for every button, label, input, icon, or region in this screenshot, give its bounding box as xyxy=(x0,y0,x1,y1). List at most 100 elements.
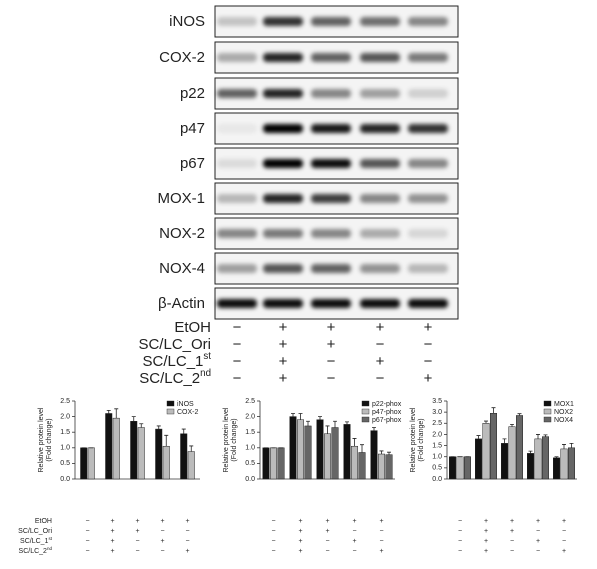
treatment-sign: + xyxy=(160,518,164,525)
treatment-sign: + xyxy=(279,370,288,387)
error-bar xyxy=(352,438,357,447)
legend-label: p67-phox xyxy=(372,417,402,424)
bar xyxy=(542,436,549,480)
y-tick-label: 2.5 xyxy=(432,420,442,427)
treatment-sign: + xyxy=(160,538,164,545)
error-bar xyxy=(491,407,496,414)
treatment-sign: − xyxy=(379,528,383,535)
blot-band xyxy=(408,229,448,238)
treatment-sign: − xyxy=(325,548,329,555)
y-axis-label: (Fold change) xyxy=(231,418,238,461)
treatment-sign: + xyxy=(484,538,488,545)
treatment-sign: + xyxy=(110,518,114,525)
y-tick-label: 2.5 xyxy=(60,398,70,405)
legend-swatch xyxy=(361,400,370,407)
treatment-sign: − xyxy=(185,528,189,535)
bar xyxy=(358,452,366,480)
error-bar xyxy=(502,438,507,444)
blot-band xyxy=(217,124,257,133)
y-tick-label: 1.0 xyxy=(60,445,70,452)
protein-label: MOX-1 xyxy=(157,190,205,207)
blot-band xyxy=(408,53,448,62)
treatment-sign: − xyxy=(458,538,462,545)
y-axis-label: Relative protein level xyxy=(223,407,230,472)
legend-label: MOX1 xyxy=(554,401,574,408)
treatment-sign: + xyxy=(376,319,385,336)
treatment-sign: − xyxy=(160,528,164,535)
legend-label: NOX4 xyxy=(554,417,573,424)
treatment-sign: − xyxy=(536,548,540,555)
blot-band xyxy=(311,264,351,273)
blot-band xyxy=(263,89,303,98)
treatment-sign: − xyxy=(271,538,275,545)
bar xyxy=(80,447,88,480)
bar xyxy=(560,448,568,480)
blot-band xyxy=(311,299,351,308)
bar xyxy=(385,454,393,480)
error-bar xyxy=(318,416,322,420)
treatment-sign: − xyxy=(325,538,329,545)
treatment-sign: + xyxy=(484,548,488,555)
bar xyxy=(343,424,351,480)
error-bar xyxy=(484,420,488,424)
treatment-sup: st xyxy=(203,351,211,362)
error-bar xyxy=(164,434,169,447)
blot-band xyxy=(311,229,351,238)
treatment-sup: nd xyxy=(200,368,211,379)
treatment-sup: nd xyxy=(47,546,53,551)
treatment-sign: − xyxy=(233,370,242,387)
treatment-sign: + xyxy=(298,538,302,545)
blot-band xyxy=(217,17,257,26)
treatment-sign: + xyxy=(352,518,356,525)
y-tick-label: 1.5 xyxy=(245,429,255,436)
blot-band xyxy=(360,264,400,273)
treatment-sign: − xyxy=(233,336,242,353)
blot-band xyxy=(217,194,257,203)
blot-band xyxy=(217,229,257,238)
y-tick-label: 2.0 xyxy=(60,413,70,420)
treatment-label: SC/LC_1st xyxy=(20,536,53,545)
treatment-sign: + xyxy=(327,336,336,353)
bar xyxy=(180,433,188,480)
blot-band xyxy=(408,194,448,203)
treatment-label: EtOH xyxy=(35,518,52,525)
blot-band xyxy=(360,194,400,203)
treatment-sign: + xyxy=(424,370,433,387)
legend-swatch xyxy=(543,408,552,415)
treatment-sign: − xyxy=(510,538,514,545)
protein-label: p22 xyxy=(180,85,205,102)
error-bar xyxy=(569,442,574,448)
blot-band xyxy=(263,124,303,133)
treatment-sign: + xyxy=(484,518,488,525)
treatment-name: SC/LC_2 xyxy=(19,548,48,555)
y-tick-label: 0.5 xyxy=(245,460,255,467)
legend-label: p47-phox xyxy=(372,409,402,416)
error-bar xyxy=(360,444,364,453)
blot-band xyxy=(217,159,257,168)
treatment-sign: − xyxy=(327,353,336,370)
treatment-label: SC/LC_Ori xyxy=(18,528,52,535)
y-tick-label: 3.5 xyxy=(432,398,442,405)
y-tick-label: 1.5 xyxy=(60,429,70,436)
bar xyxy=(501,443,508,480)
treatment-sign: − xyxy=(376,336,385,353)
treatment-sign: − xyxy=(233,353,242,370)
bar xyxy=(516,415,523,480)
error-bar xyxy=(156,425,161,430)
blot-band xyxy=(263,299,303,308)
blot-band xyxy=(311,159,351,168)
treatment-sign: − xyxy=(271,528,275,535)
bar xyxy=(270,447,277,480)
treatment-sign: − xyxy=(271,548,275,555)
bar xyxy=(262,447,270,480)
treatment-sign: − xyxy=(327,370,336,387)
protein-label: NOX-4 xyxy=(159,260,205,277)
bar xyxy=(351,445,358,480)
blot-band xyxy=(263,17,303,26)
blot-band xyxy=(217,264,257,273)
bar xyxy=(324,433,331,480)
error-bar xyxy=(345,421,349,425)
treatment-label: SC/LC_2nd xyxy=(139,368,211,387)
treatment-name: SC/LC_Ori xyxy=(138,336,211,353)
y-tick-label: 1.5 xyxy=(432,442,442,449)
